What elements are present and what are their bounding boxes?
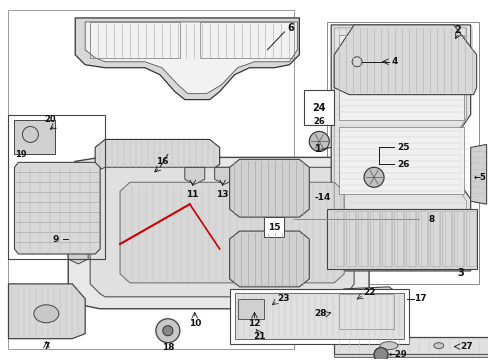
- Text: 18: 18: [162, 343, 174, 352]
- Text: ←5: ←5: [473, 173, 486, 182]
- Circle shape: [351, 57, 361, 67]
- Circle shape: [22, 126, 38, 143]
- Text: 28: 28: [314, 309, 326, 318]
- Circle shape: [309, 131, 328, 152]
- Polygon shape: [304, 90, 333, 125]
- Polygon shape: [75, 18, 299, 100]
- Text: 20: 20: [44, 115, 56, 124]
- Polygon shape: [15, 162, 100, 254]
- Ellipse shape: [379, 342, 397, 350]
- Text: 6: 6: [286, 23, 293, 33]
- Text: 17: 17: [413, 294, 426, 303]
- Polygon shape: [15, 120, 55, 154]
- Text: 26: 26: [396, 160, 408, 169]
- Circle shape: [373, 348, 387, 360]
- Polygon shape: [333, 287, 398, 334]
- Text: 15: 15: [267, 222, 280, 231]
- Polygon shape: [333, 354, 488, 357]
- Text: 19: 19: [15, 150, 26, 159]
- Text: 9: 9: [52, 235, 59, 244]
- Text: 24: 24: [312, 103, 325, 113]
- Text: 27: 27: [460, 342, 472, 351]
- Polygon shape: [214, 167, 234, 184]
- Polygon shape: [68, 167, 88, 264]
- Text: 25: 25: [396, 143, 408, 152]
- Polygon shape: [95, 139, 219, 171]
- Polygon shape: [339, 35, 463, 120]
- Polygon shape: [68, 157, 368, 309]
- Text: 2: 2: [453, 25, 460, 35]
- Text: 4: 4: [391, 57, 398, 66]
- Polygon shape: [470, 144, 486, 204]
- Polygon shape: [264, 217, 284, 237]
- Circle shape: [156, 319, 180, 343]
- Polygon shape: [237, 299, 264, 319]
- Text: -14: -14: [314, 193, 330, 202]
- Text: 1: 1: [314, 144, 321, 154]
- Polygon shape: [330, 25, 470, 271]
- Text: 26: 26: [313, 117, 325, 126]
- Ellipse shape: [433, 343, 443, 348]
- Polygon shape: [120, 182, 344, 283]
- Text: 7: 7: [43, 342, 49, 351]
- Circle shape: [364, 167, 383, 187]
- Ellipse shape: [34, 305, 59, 323]
- Circle shape: [163, 326, 172, 336]
- Text: 8: 8: [428, 215, 434, 224]
- Polygon shape: [234, 293, 403, 339]
- Polygon shape: [339, 127, 463, 194]
- Text: 10: 10: [188, 319, 201, 328]
- Text: ←29: ←29: [388, 350, 407, 359]
- Polygon shape: [184, 167, 204, 184]
- Text: 16: 16: [155, 157, 168, 166]
- Polygon shape: [326, 209, 476, 269]
- Text: 21: 21: [253, 332, 265, 341]
- Polygon shape: [229, 289, 408, 344]
- Text: 11: 11: [186, 190, 199, 199]
- Text: 12: 12: [248, 319, 260, 328]
- Polygon shape: [229, 159, 309, 217]
- Polygon shape: [85, 22, 297, 94]
- Polygon shape: [333, 25, 476, 95]
- Polygon shape: [8, 284, 85, 339]
- Text: 13: 13: [216, 190, 228, 199]
- Polygon shape: [333, 337, 488, 354]
- Polygon shape: [229, 231, 309, 287]
- Text: 22: 22: [362, 288, 375, 297]
- Text: 23: 23: [277, 294, 289, 303]
- Polygon shape: [90, 167, 353, 297]
- Text: 3: 3: [456, 268, 463, 278]
